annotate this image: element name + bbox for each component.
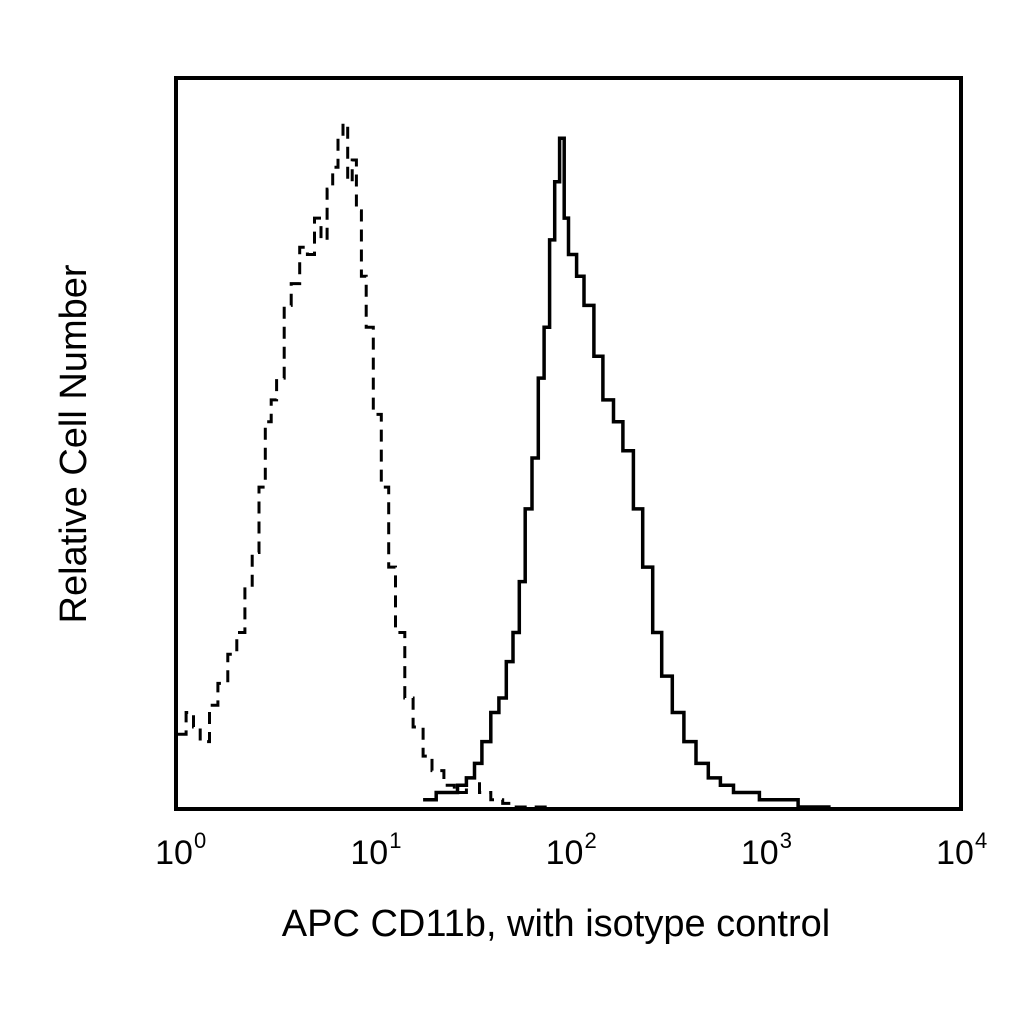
x-tick-labels: 10 0 10 1 10 2 10 3 10 4 (155, 828, 987, 872)
x-tick-exponent: 2 (585, 828, 597, 853)
x-tick-label: 10 1 (350, 828, 401, 872)
plot-frame (174, 76, 963, 811)
x-axis-title: APC CD11b, with isotype control (282, 903, 830, 945)
x-tick-label: 10 2 (546, 828, 597, 872)
isotype-control-histogram (178, 122, 550, 809)
y-axis-title: Relative Cell Number (53, 264, 95, 623)
x-tick-exponent: 4 (975, 828, 987, 853)
x-tick-exponent: 0 (194, 828, 206, 853)
x-tick-base: 10 (350, 834, 388, 872)
x-tick-exponent: 3 (780, 828, 792, 853)
series-layer (178, 122, 831, 809)
x-tick-label: 10 0 (155, 828, 206, 872)
x-tick-label: 10 4 (936, 828, 987, 872)
x-tick-base: 10 (936, 834, 974, 872)
x-tick-base: 10 (155, 834, 193, 872)
x-tick-exponent: 1 (389, 828, 401, 853)
x-tick-base: 10 (741, 834, 779, 872)
cd11b-histogram (423, 136, 831, 809)
x-tick-label: 10 3 (741, 828, 792, 872)
x-tick-base: 10 (546, 834, 584, 872)
